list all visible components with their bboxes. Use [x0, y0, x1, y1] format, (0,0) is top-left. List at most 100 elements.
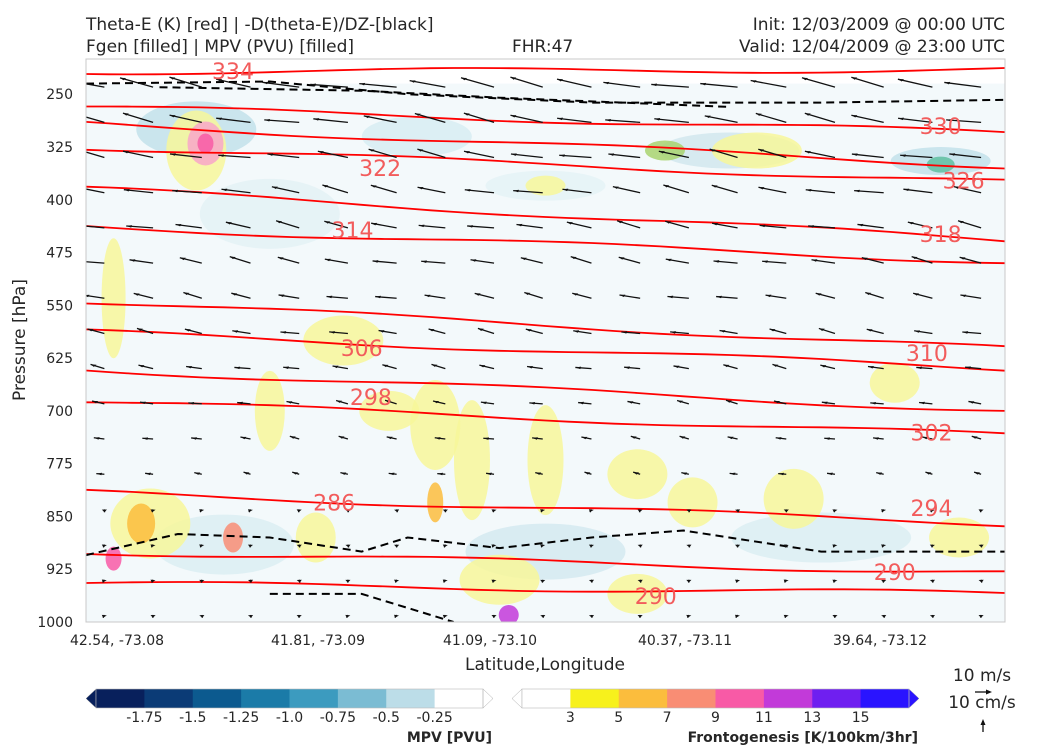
wind-vector-head — [262, 81, 269, 85]
y-tick-label: 850 — [46, 509, 73, 525]
wind-vector-head — [712, 222, 719, 226]
wind-vector-head — [783, 614, 789, 618]
wind-vector-head — [588, 579, 595, 583]
wind-vector-head — [572, 293, 579, 296]
wind-vector — [86, 151, 105, 159]
wind-vector-head — [588, 614, 595, 618]
colorbar-tick-label: 11 — [755, 710, 773, 726]
wind-vector — [804, 150, 836, 159]
wind-vector-head — [900, 154, 906, 157]
wind-vector-head — [371, 222, 378, 226]
theta-e-contour — [86, 553, 1005, 573]
wind-vector-head — [854, 189, 860, 193]
wind-vector-head — [881, 614, 887, 618]
colorbar-tick-label: 3 — [566, 710, 575, 726]
wind-vector-head — [90, 364, 97, 367]
wind-vector-head — [199, 579, 205, 583]
y-tick-label: 775 — [46, 457, 73, 473]
wind-vector-head — [978, 579, 984, 583]
colorbar-tick-label: 15 — [852, 710, 870, 726]
wind-legend-horizontal-label: 10 m/s — [953, 666, 1011, 686]
wind-vector-head — [735, 614, 740, 618]
wind-vector-head — [385, 400, 392, 403]
wind-vector-head — [735, 544, 741, 548]
wind-vector-head — [832, 509, 838, 513]
frontogenesis-core-region — [498, 604, 519, 622]
wind-vector-head — [851, 115, 858, 118]
wind-vector — [267, 153, 300, 159]
wind-vector-head — [978, 615, 984, 618]
theta-e-contour — [86, 401, 1005, 435]
theta-e-label: 286 — [313, 491, 355, 516]
wind-vector-head — [775, 437, 782, 440]
wind-vector-head — [409, 80, 416, 83]
wind-vector-head — [80, 260, 86, 263]
wind-vector-head — [510, 153, 517, 156]
wind-vector — [510, 114, 543, 123]
wind-vector — [169, 76, 202, 88]
wind-vector-head — [87, 329, 94, 332]
wind-vector — [313, 118, 348, 123]
wind-vector-head — [442, 579, 448, 583]
colorbar-swatch — [715, 689, 765, 708]
wind-vector — [417, 148, 446, 159]
wind-vector-head — [729, 472, 736, 476]
frontogenesis-fill-region — [763, 468, 824, 529]
wind-vector-head — [633, 472, 640, 475]
wind-vector — [122, 112, 154, 123]
wind-vector-head — [240, 436, 247, 440]
stability-contour — [159, 86, 730, 108]
theta-e-contour — [86, 302, 1005, 348]
wind-vector-head — [726, 400, 732, 403]
wind-vector — [216, 117, 251, 123]
wind-vector-head — [322, 184, 329, 188]
wind-vector — [804, 112, 836, 123]
wind-vector-head — [663, 184, 670, 188]
colorbar-swatch — [618, 689, 668, 708]
wind-vector-head — [231, 293, 238, 296]
wind-vector — [946, 119, 982, 123]
wind-vector-head — [368, 149, 375, 152]
wind-legend-arrow-head — [986, 689, 992, 695]
wind-vector-head — [821, 401, 828, 405]
wind-vector-head — [651, 83, 657, 87]
wind-vector-head — [897, 79, 904, 82]
wind-vector — [944, 81, 982, 88]
wind-vector-head — [77, 187, 83, 189]
theta-e-label: 306 — [341, 337, 383, 362]
frontogenesis-fill-region — [607, 573, 668, 614]
wind-vector-head — [513, 189, 519, 193]
frontogenesis-fill-region — [527, 405, 564, 516]
wind-vector-head — [175, 223, 182, 227]
wind-vector-head — [716, 295, 722, 299]
wind-vector-head — [150, 544, 156, 548]
frontogenesis-fill-region — [667, 477, 718, 528]
wind-vector — [654, 118, 689, 123]
wind-vector-head — [437, 472, 443, 476]
theta-e-label: 310 — [906, 342, 948, 367]
colorbar-tick-label: 5 — [614, 710, 623, 726]
wind-vector-head — [474, 293, 481, 296]
wind-vector-head — [277, 257, 284, 260]
frontogenesis-fill-region — [303, 315, 384, 366]
colorbar-tick-label: -0.25 — [417, 710, 453, 726]
wind-vector — [758, 148, 787, 159]
wind-vector-head — [914, 330, 921, 333]
colorbar-swatch — [763, 689, 813, 708]
colorbar-swatch — [144, 689, 194, 708]
colorbar-tick-label: 7 — [663, 710, 672, 726]
colorbar-arrow — [908, 688, 920, 709]
wind-vector — [851, 153, 884, 159]
wind-vector-head — [418, 224, 425, 228]
wind-vector-head — [974, 472, 981, 475]
wind-vector-head — [873, 437, 879, 440]
colorbar-title: Frontogenesis [K/100km/3hr] — [688, 730, 918, 746]
wind-legend-vertical-label: 10 cm/s — [948, 693, 1016, 713]
wind-vector-head — [218, 154, 224, 157]
wind-vector-head — [442, 544, 448, 548]
colorbar-swatch — [522, 689, 571, 708]
colorbar-tick-label: -1.25 — [223, 710, 259, 726]
colorbar-title: MPV [PVU] — [407, 730, 492, 746]
wind-vector-head — [949, 153, 956, 156]
wind-vector-head — [184, 329, 191, 332]
